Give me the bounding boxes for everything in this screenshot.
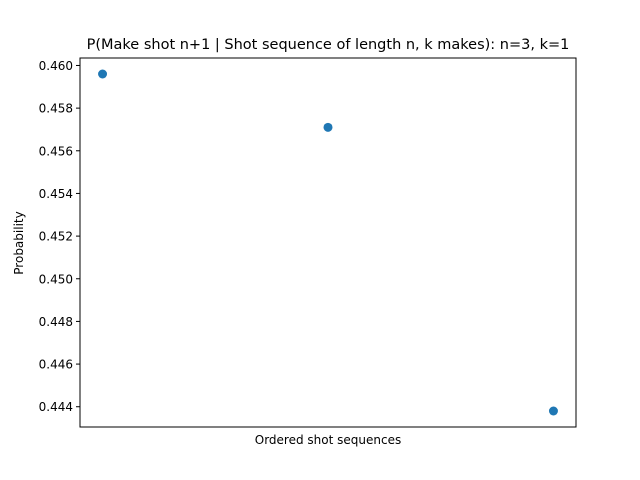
- x-axis-label: Ordered shot sequences: [255, 433, 401, 447]
- data-point: [323, 122, 333, 132]
- y-axis-ticks: 0.444 0.446 0.448 0.450 0.452 0.454 0.456 0.458…: [39, 59, 80, 414]
- data-point: [98, 69, 108, 79]
- y-tick-label: 0.444: [39, 400, 73, 414]
- y-tick-label: 0.452: [39, 230, 73, 244]
- data-point: [548, 406, 558, 416]
- y-tick-label: 0.454: [39, 187, 73, 201]
- y-tick-label: 0.458: [39, 102, 73, 116]
- y-tick-label: 0.446: [39, 358, 73, 372]
- y-axis-label: Probability: [12, 211, 26, 274]
- y-tick-label: 0.456: [39, 144, 73, 158]
- data-points: [98, 69, 558, 416]
- y-tick-label: 0.448: [39, 315, 73, 329]
- plot-frame: [79, 57, 577, 428]
- y-tick-label: 0.460: [39, 59, 73, 73]
- y-tick-label: 0.450: [39, 272, 73, 286]
- chart-title: P(Make shot n+1 | Shot sequence of lengt…: [87, 37, 570, 53]
